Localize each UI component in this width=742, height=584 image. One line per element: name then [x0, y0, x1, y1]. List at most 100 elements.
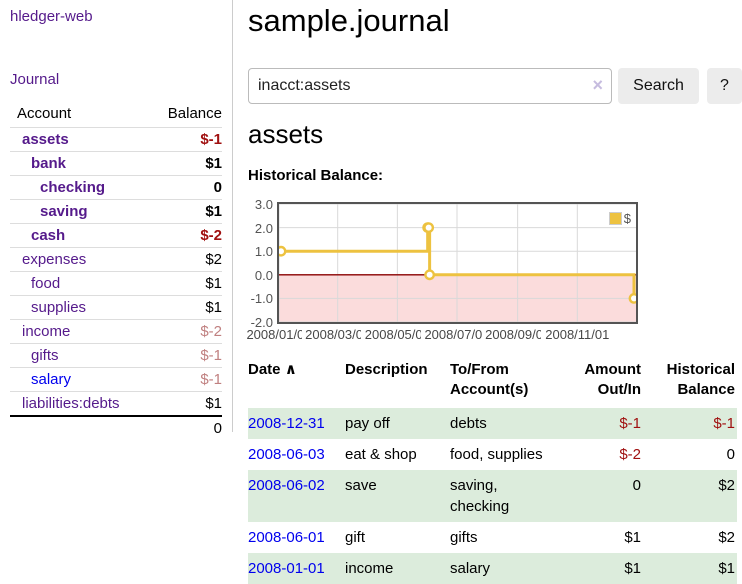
- account-row: gifts $-1: [10, 343, 222, 368]
- account-row: saving $1: [10, 199, 222, 224]
- accounts-table: Account Balance assets $-1 bank $1 checking 0…: [10, 102, 222, 440]
- app-title-link[interactable]: hledger-web: [10, 8, 93, 25]
- transaction-description: income: [345, 553, 450, 584]
- transaction-row[interactable]: 2008-06-03 eat & shop food, supplies $-2 0: [248, 439, 737, 470]
- account-balance: $-1: [151, 367, 222, 392]
- x-axis-tick-label: 2008/03/01: [301, 327, 374, 342]
- data-point: [628, 293, 636, 304]
- transaction-amount: $-2: [619, 446, 641, 463]
- main-content: sample.journal × Search ? assets Histori…: [243, 0, 742, 584]
- account-row: cash $-2: [10, 223, 222, 248]
- account-row: food $1: [10, 271, 222, 296]
- transaction-accounts: salary: [450, 553, 558, 584]
- transaction-amount: $1: [624, 529, 641, 546]
- chart-title: Historical Balance:: [248, 167, 384, 184]
- transaction-date-link[interactable]: 2008-12-31: [248, 415, 325, 432]
- sidebar-account-link-checking[interactable]: checking: [40, 179, 106, 196]
- transaction-balance: $1: [648, 553, 737, 584]
- x-axis-tick-label: 2008/11/01: [541, 327, 614, 342]
- transaction-row[interactable]: 2008-01-01 income salary $1 $1: [248, 553, 737, 584]
- sidebar-account-link-assets[interactable]: assets: [22, 131, 69, 148]
- data-point: [424, 269, 436, 281]
- transaction-row[interactable]: 2008-06-01 gift gifts $1 $2: [248, 522, 737, 553]
- transaction-balance: 0: [726, 446, 735, 463]
- sidebar-account-link-income[interactable]: income: [22, 323, 71, 340]
- sidebar-account-link-gifts[interactable]: gifts: [31, 347, 59, 364]
- chart-legend: $: [608, 211, 631, 226]
- column-header-balance: Historical Balance: [666, 361, 735, 398]
- transaction-row[interactable]: 2008-06-02 save saving, checking 0 $2: [248, 470, 737, 522]
- transaction-balance: $-1: [648, 408, 737, 439]
- sidebar-account-link-cash[interactable]: cash: [31, 227, 66, 244]
- sidebar-account-link-bank[interactable]: bank: [31, 155, 67, 172]
- transaction-balance: $2: [718, 529, 735, 546]
- register-header-row: Date ∧ Description To/From Account(s) Am…: [248, 360, 737, 408]
- accounts-total-value: 0: [151, 415, 222, 440]
- x-axis-tick-label: 2008/09/01: [481, 327, 554, 342]
- account-balance: $-1: [151, 343, 222, 368]
- sidebar-account-link-salary[interactable]: salary: [31, 371, 72, 388]
- transaction-accounts: debts: [450, 408, 558, 439]
- sidebar-account-link-expenses[interactable]: expenses: [22, 251, 87, 268]
- account-balance: $-2: [151, 319, 222, 344]
- data-point: [423, 222, 435, 234]
- column-header-description: Description: [345, 361, 428, 378]
- y-axis-tick-label: 0.0: [254, 267, 273, 283]
- sort-ascending-icon: ∧: [284, 361, 297, 378]
- chart-canvas: [279, 204, 636, 322]
- transaction-description: save: [345, 470, 450, 522]
- sidebar-account-link-supplies[interactable]: supplies: [31, 299, 87, 316]
- transaction-amount: 0: [558, 470, 648, 522]
- transaction-description: gift: [345, 529, 366, 546]
- column-header-date[interactable]: Date ∧: [248, 361, 297, 378]
- sidebar: hledger-web Journal Account Balance asse…: [0, 0, 233, 440]
- transaction-date-link[interactable]: 2008-06-03: [248, 446, 325, 463]
- column-header-amount: Amount Out/In: [584, 361, 641, 398]
- account-balance: $-1: [151, 127, 222, 152]
- accounts-total-row: 0: [10, 415, 222, 440]
- account-row: salary $-1: [10, 367, 222, 392]
- transaction-balance: $2: [648, 470, 737, 522]
- help-button[interactable]: ?: [707, 68, 742, 104]
- account-row: income $-2: [10, 319, 222, 344]
- accounts-header-account: Account: [17, 105, 72, 122]
- account-row: supplies $1: [10, 295, 222, 320]
- sidebar-account-link-saving[interactable]: saving: [40, 203, 88, 220]
- transaction-accounts: gifts: [450, 529, 478, 546]
- search-form: × Search ?: [248, 68, 742, 104]
- sidebar-account-link-liabilities-debts[interactable]: liabilities:debts: [22, 395, 120, 412]
- account-row: liabilities:debts $1: [10, 391, 222, 416]
- account-balance: $2: [151, 247, 222, 272]
- page-title: sample.journal: [248, 3, 450, 38]
- transaction-date-link[interactable]: 2008-06-01: [248, 529, 325, 546]
- transaction-date-link[interactable]: 2008-06-02: [248, 477, 325, 494]
- account-heading: assets: [248, 119, 324, 149]
- account-row: assets $-1: [10, 127, 222, 152]
- transaction-row[interactable]: 2008-12-31 pay off debts $-1 $-1: [248, 408, 737, 439]
- legend-swatch-icon: [608, 212, 622, 225]
- account-row: expenses $2: [10, 247, 222, 272]
- transaction-amount: $1: [558, 553, 648, 584]
- account-balance: $1: [151, 271, 222, 296]
- search-button[interactable]: Search: [618, 68, 699, 104]
- account-balance: $1: [151, 295, 222, 320]
- historical-balance-chart: $ 3.0 2.0 1.0 0.0 -1.0 -2.0 2008/01/01 2008/03/…: [243, 197, 742, 346]
- legend-label: $: [623, 211, 631, 226]
- transaction-accounts: food, supplies: [450, 446, 543, 463]
- y-axis-tick-label: -1.0: [250, 291, 273, 307]
- transaction-date-link[interactable]: 2008-01-01: [248, 560, 325, 577]
- account-row: checking 0: [10, 175, 222, 200]
- accounts-header-row: Account Balance: [10, 102, 222, 128]
- transaction-description: pay off: [345, 408, 450, 439]
- transaction-amount: $-1: [558, 408, 648, 439]
- clear-search-icon[interactable]: ×: [592, 75, 603, 95]
- x-axis-tick-label: 2008/07/01: [421, 327, 493, 342]
- account-balance: 0: [151, 175, 222, 200]
- search-input[interactable]: [248, 68, 612, 104]
- sidebar-account-link-food[interactable]: food: [31, 275, 61, 292]
- account-balance: $1: [151, 151, 222, 176]
- account-row: bank $1: [10, 151, 222, 176]
- y-axis-tick-label: 2.0: [254, 220, 273, 236]
- sidebar-item-journal[interactable]: Journal: [10, 71, 60, 88]
- transaction-accounts: saving, checking: [450, 470, 558, 522]
